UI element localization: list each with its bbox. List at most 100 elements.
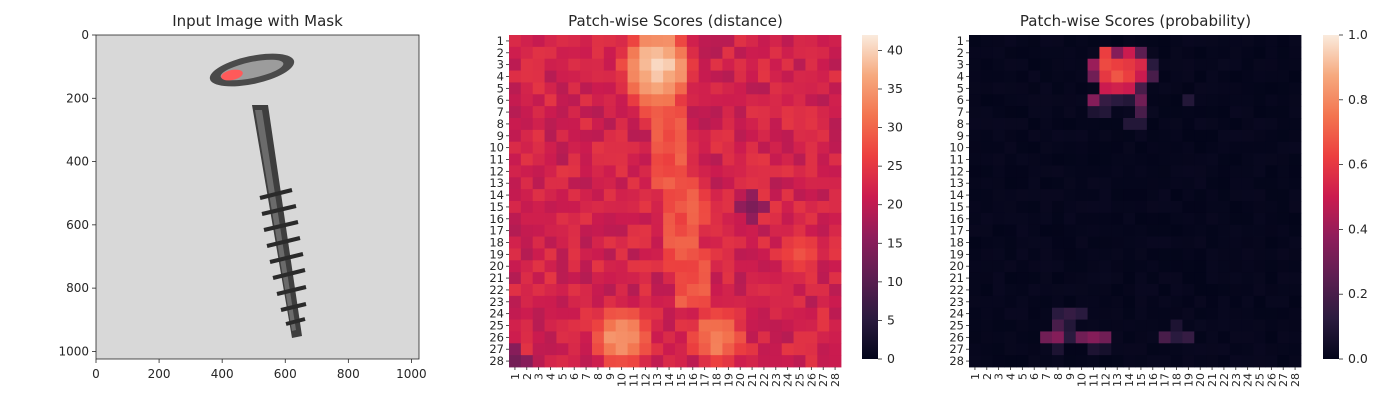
heatmap-cell (675, 70, 688, 83)
heatmap-cell (532, 248, 545, 261)
heatmap-cell (1135, 331, 1148, 344)
heatmap-cell (556, 307, 569, 320)
heatmap-cell (805, 106, 818, 119)
heatmap-cell (639, 118, 652, 131)
heatmap-cell (580, 82, 593, 95)
heatmap-cell (627, 212, 640, 226)
heatmap-cell (1265, 165, 1278, 178)
heatmap-cell (568, 153, 581, 166)
heatmap-cell (1194, 236, 1207, 249)
heatmap-cell (781, 106, 794, 119)
heatmap-cell (746, 94, 759, 107)
heatmap-cell (1158, 236, 1171, 249)
heatmap-cell (532, 284, 545, 297)
heatmap-cell (639, 224, 652, 237)
heatmap-cell (1099, 46, 1112, 60)
heatmap-cell (1123, 236, 1136, 249)
xtick-label: 11 (1088, 373, 1101, 387)
heatmap-cell (1182, 153, 1195, 166)
heatmap-cell (615, 177, 628, 190)
colorbar-tick-label: 30 (887, 120, 903, 135)
heatmap-cell (1170, 224, 1183, 237)
heatmap-cell (686, 165, 700, 178)
heatmap-cell (793, 70, 806, 83)
xtick-label: 1 (969, 373, 982, 380)
heatmap-cell (1289, 165, 1302, 178)
heatmap-cell (722, 58, 735, 71)
heatmap-cell (1111, 129, 1124, 143)
heatmap-cell (805, 46, 818, 60)
heatmap-cell (769, 272, 783, 285)
heatmap-cell (1265, 118, 1278, 131)
heatmap-cell (1135, 129, 1148, 143)
heatmap-cell (1241, 307, 1254, 320)
heatmap-cell (1075, 165, 1088, 178)
heatmap-cell (1063, 201, 1077, 214)
heatmap-cell (1158, 35, 1171, 48)
heatmap-cell (1218, 118, 1231, 131)
heatmap-cell (1206, 46, 1219, 60)
ytick-label: 15 (949, 200, 964, 214)
heatmap-cell (1028, 331, 1041, 344)
heatmap-cell (532, 343, 545, 356)
heatmap-cell (1028, 295, 1041, 309)
heatmap-cell (1194, 177, 1207, 190)
heatmap-cell (1016, 343, 1029, 356)
heatmap-cell (686, 106, 700, 119)
heatmap-cell (1194, 189, 1207, 202)
heatmap-cell (1123, 58, 1136, 71)
heatmap-cell (1170, 58, 1183, 71)
heatmap-cell (793, 46, 806, 60)
heatmap-cell (769, 260, 783, 273)
heatmap-cell (627, 58, 640, 71)
heatmap-cell (651, 58, 664, 71)
xtick-label: 23 (1230, 373, 1243, 387)
ytick-label: 5 (497, 81, 504, 95)
heatmap-cell (722, 355, 735, 368)
heatmap-cell (532, 212, 545, 226)
heatmap-cell (698, 236, 711, 249)
heatmap-cell (1253, 295, 1266, 309)
heatmap-cell (1028, 307, 1041, 320)
ytick-label: 26 (489, 330, 504, 344)
xtick-label: 10 (616, 373, 629, 387)
heatmap-cell (1028, 46, 1041, 60)
heatmap-cell (769, 94, 783, 107)
heatmap-cell (1075, 58, 1088, 71)
heatmap-cell (663, 212, 676, 226)
heatmap-cell (698, 284, 711, 297)
heatmap-cell (663, 284, 676, 297)
colorbar-tick-label: 25 (887, 158, 903, 173)
heatmap-cell (686, 331, 700, 344)
input-image-frame (95, 34, 420, 360)
heatmap-cell (1111, 58, 1124, 71)
xtick-label: 21 (746, 373, 759, 387)
heatmap-cell (1182, 94, 1195, 107)
heatmap-cell (969, 331, 982, 344)
heatmap-cell (781, 248, 794, 261)
heatmap-cell (746, 153, 759, 166)
heatmap-cell (556, 224, 569, 237)
heatmap-cell (675, 272, 688, 285)
heatmap-cell (793, 295, 806, 309)
heatmap-cell (532, 153, 545, 166)
xtick-label: 8 (592, 373, 605, 380)
ytick-label: 5 (957, 81, 964, 95)
heatmap-cell (1063, 319, 1077, 332)
heatmap-cell (639, 295, 652, 309)
ytick-label: 23 (949, 295, 964, 309)
heatmap-cell (710, 165, 723, 178)
heatmap-cell (1075, 212, 1088, 226)
heatmap-cell (592, 118, 605, 131)
heatmap-cell (722, 82, 735, 95)
heatmap-cell (769, 212, 783, 226)
heatmap-cell (746, 236, 759, 249)
heatmap-cell (758, 295, 771, 309)
heatmap-cell (580, 58, 593, 71)
heatmap-cell (520, 295, 534, 309)
heatmap-cell (992, 189, 1005, 202)
heatmap-cell (722, 35, 735, 48)
heatmap-cell (980, 177, 994, 190)
heatmap-cell (1052, 165, 1065, 178)
heatmap-cell (781, 129, 794, 143)
